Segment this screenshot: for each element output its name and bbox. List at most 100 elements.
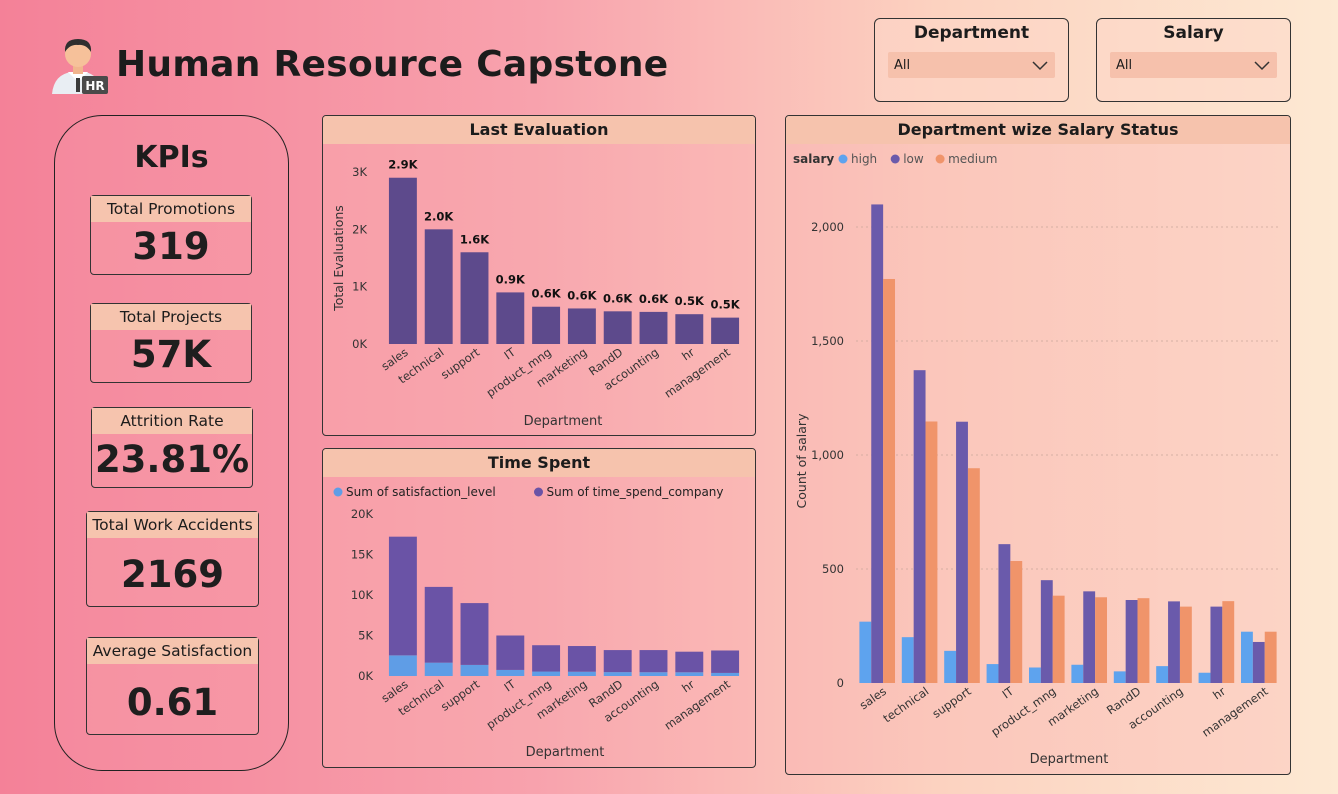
- kpi-card-average-satisfaction: Average Satisfaction 0.61: [86, 637, 259, 735]
- chevron-down-icon: [1254, 61, 1270, 71]
- bar: [496, 292, 525, 344]
- bar: [1156, 666, 1169, 683]
- legend-marker: [838, 154, 848, 164]
- bar: [956, 421, 968, 683]
- kpi-heading: KPIs: [134, 140, 209, 175]
- y-axis-label: Count of salary: [794, 413, 809, 509]
- x-tick-label: hr: [1210, 684, 1228, 703]
- bar: [1125, 600, 1138, 683]
- bar: [871, 204, 884, 683]
- chart-title: Department wize Salary Status: [786, 116, 1290, 144]
- bar-segment: [460, 664, 489, 676]
- x-tick-label: product_mng: [988, 684, 1058, 739]
- bar: [1010, 561, 1023, 683]
- x-tick-label: support: [438, 345, 483, 382]
- bar: [1028, 667, 1041, 683]
- y-tick-label: 0K: [358, 669, 373, 683]
- bar: [925, 421, 938, 683]
- bar: [1040, 580, 1053, 683]
- x-tick-label: support: [930, 684, 975, 721]
- y-tick-label: 5K: [358, 629, 373, 643]
- chart-title: Last Evaluation: [323, 116, 755, 144]
- bar: [675, 314, 704, 344]
- department-slicer-title: Department: [913, 23, 1030, 43]
- data-label: 2.9K: [388, 158, 418, 172]
- legend-marker: [890, 154, 900, 164]
- bar: [1198, 672, 1211, 683]
- kpi-card-total-projects: Total Projects 57K: [90, 303, 252, 383]
- bar-segment: [711, 650, 740, 673]
- x-tick-label: hr: [679, 677, 697, 696]
- y-tick-label: 0: [837, 676, 844, 690]
- bar: [603, 311, 632, 344]
- chevron-down-icon: [1032, 61, 1048, 71]
- bar: [1083, 591, 1096, 683]
- x-tick-label: support: [438, 677, 483, 714]
- bar-segment: [675, 672, 704, 676]
- y-tick-label: 15K: [351, 548, 374, 562]
- kpi-card-total-promotions: Total Promotions 319: [90, 195, 252, 275]
- bar-segment: [388, 536, 417, 656]
- kpi-label: Average Satisfaction: [87, 638, 258, 664]
- legend-label: Sum of time_spend_company: [547, 485, 724, 499]
- bar-segment: [639, 650, 668, 673]
- x-tick-label: IT: [501, 676, 518, 694]
- y-axis-label: Total Evaluations: [331, 205, 346, 312]
- data-label: 0.6K: [603, 291, 633, 305]
- bar: [567, 308, 596, 344]
- bar-segment: [460, 603, 489, 665]
- data-label: 0.9K: [496, 272, 526, 286]
- x-tick-label: sales: [857, 684, 889, 712]
- x-tick-label: IT: [501, 344, 518, 362]
- legend-label: medium: [948, 152, 997, 166]
- y-tick-label: 3K: [352, 165, 367, 179]
- kpi-value: 23.81%: [94, 438, 250, 481]
- data-label: 0.6K: [639, 292, 669, 306]
- bar-segment: [639, 672, 668, 676]
- bar: [1095, 597, 1108, 683]
- bar: [424, 229, 453, 344]
- bar-segment: [424, 662, 453, 676]
- bar: [859, 621, 872, 683]
- x-tick-label: hr: [679, 345, 697, 364]
- bar-segment: [532, 645, 561, 672]
- salary-status-panel: Department wize Salary Status salary high…: [785, 115, 1291, 775]
- y-tick-label: 10K: [351, 588, 374, 602]
- bar: [1252, 641, 1265, 683]
- data-label: 1.6K: [460, 232, 490, 246]
- bar: [883, 278, 896, 683]
- legend-label: low: [903, 152, 924, 166]
- legend-marker: [534, 487, 543, 497]
- bar: [388, 177, 417, 344]
- bar: [913, 370, 926, 683]
- department-dropdown[interactable]: All: [888, 52, 1055, 78]
- bar-segment: [424, 586, 453, 663]
- legend-title: salary: [793, 152, 834, 166]
- y-tick-label: 20K: [351, 507, 374, 521]
- x-tick-label: management: [662, 677, 734, 733]
- x-axis-label: Department: [526, 745, 605, 760]
- time-spent-panel: Time Spent Sum of satisfaction_level Sum …: [322, 448, 756, 768]
- bar: [711, 317, 740, 344]
- kpi-value: 2169: [121, 553, 224, 596]
- time-spent-chart: Sum of satisfaction_level Sum of time_spe…: [333, 485, 740, 760]
- bar-segment: [388, 655, 417, 676]
- bar: [967, 468, 980, 683]
- data-label: 0.5K: [710, 298, 740, 312]
- x-tick-label: technical: [880, 684, 931, 725]
- kpi-value: 319: [132, 225, 210, 268]
- bar-segment: [567, 671, 596, 676]
- last-evaluation-panel: Last Evaluation 0K 1K 2K 3K Total Evaluation…: [322, 115, 756, 436]
- salary-dropdown[interactable]: All: [1110, 52, 1277, 78]
- kpi-label: Total Projects: [91, 304, 251, 330]
- bar: [1071, 664, 1084, 683]
- legend-marker: [333, 487, 343, 497]
- kpi-label: Attrition Rate: [92, 408, 252, 434]
- bar: [944, 650, 957, 683]
- bar: [639, 311, 668, 344]
- data-label: 2.0K: [424, 209, 454, 223]
- bar: [986, 664, 999, 683]
- bar-segment: [711, 672, 740, 676]
- y-tick-label: 1,500: [811, 334, 844, 348]
- y-tick-label: 1,000: [811, 448, 844, 462]
